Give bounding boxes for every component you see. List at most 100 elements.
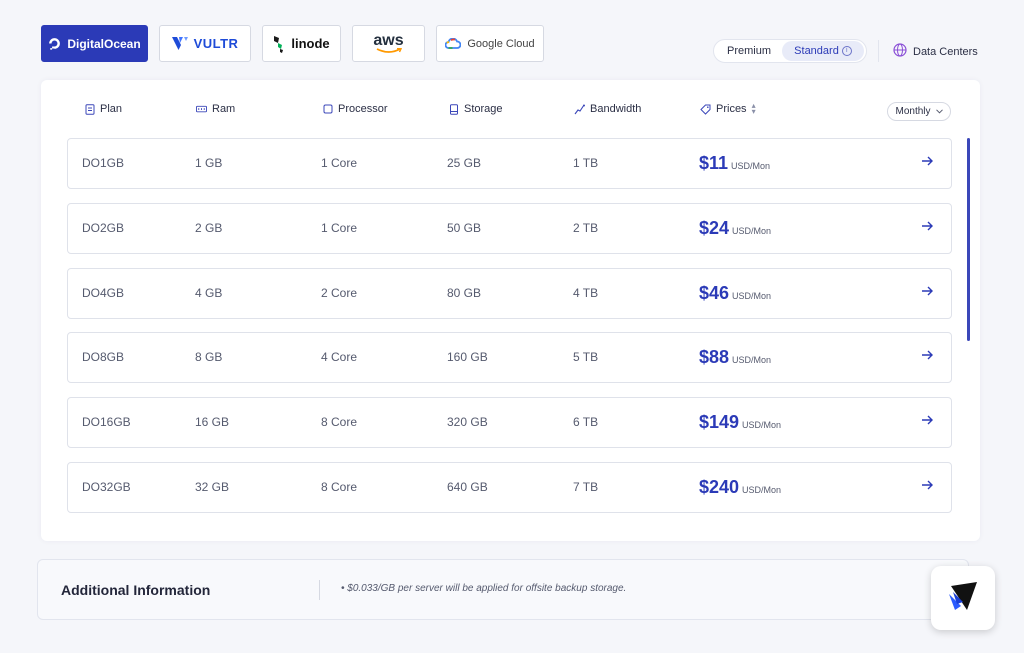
price-unit: USD/Mon: [742, 420, 782, 430]
price-cell: $149 USD/Mon: [699, 412, 781, 433]
provider-tab-linode[interactable]: linode: [262, 25, 341, 62]
app-logo-icon: [943, 576, 983, 621]
aws-logo-icon: aws: [373, 31, 404, 54]
storage-cell: 80 GB: [447, 286, 482, 300]
provider-tab-digitalocean[interactable]: DigitalOcean: [41, 25, 148, 62]
plan-cell: DO8GB: [82, 350, 125, 364]
scrollbar-thumb[interactable]: [967, 138, 970, 341]
ram-cell: 16 GB: [195, 415, 230, 429]
divider: [878, 40, 879, 62]
google-cloud-logo-icon: [445, 38, 462, 49]
price-unit: USD/Mon: [742, 485, 782, 495]
processor-cell: 1 Core: [321, 156, 358, 170]
divider: [319, 580, 320, 600]
arrow-right-icon[interactable]: [920, 219, 934, 233]
plan-cell: DO1GB: [82, 156, 125, 170]
storage-cell: 25 GB: [447, 156, 482, 170]
arrow-right-icon[interactable]: [920, 154, 934, 168]
processor-cell: 8 Core: [321, 415, 358, 429]
additional-info-title: Additional Information: [61, 582, 211, 598]
tier-label: Standard: [794, 45, 839, 57]
info-icon[interactable]: i: [841, 46, 852, 56]
sort-icon[interactable]: ▴ ▾: [751, 101, 756, 116]
column-header-ram: Ram: [196, 103, 235, 115]
table-row[interactable]: DO4GB 4 GB 2 Core 80 GB 4 TB $46 USD/Mon: [67, 268, 952, 319]
globe-icon: [893, 43, 907, 60]
column-header-bandwidth: Bandwidth: [574, 103, 641, 115]
price-unit: USD/Mon: [732, 291, 772, 301]
pricing-table-card: Plan Ram Processor Storage Bandwidth Pri…: [41, 80, 980, 541]
table-row[interactable]: DO32GB 32 GB 8 Core 640 GB 7 TB $240 USD/…: [67, 462, 952, 513]
bandwidth-cell: 5 TB: [573, 350, 599, 364]
plan-cell: DO16GB: [82, 415, 131, 429]
app-launcher-button[interactable]: [931, 566, 995, 630]
column-header-prices[interactable]: Prices ▴ ▾: [700, 101, 756, 116]
ram-cell: 4 GB: [195, 286, 223, 300]
arrow-right-icon[interactable]: [920, 413, 934, 427]
provider-label: DigitalOcean: [67, 36, 141, 51]
note-text: $0.033/GB per server will be applied for…: [347, 583, 627, 594]
tag-icon: [700, 104, 711, 115]
bandwidth-cell: 7 TB: [573, 480, 599, 494]
chevron-down-icon: [935, 106, 943, 117]
column-header-storage: Storage: [448, 103, 503, 115]
column-header-plan: Plan: [84, 103, 122, 115]
column-label: Prices: [716, 103, 747, 115]
price-amount: $88: [699, 347, 730, 367]
table-row[interactable]: DO8GB 8 GB 4 Core 160 GB 5 TB $88 USD/Mon: [67, 332, 952, 383]
processor-cell: 1 Core: [321, 221, 358, 235]
table-row[interactable]: DO16GB 16 GB 8 Core 320 GB 6 TB $149 USD/…: [67, 397, 952, 448]
price-cell: $88 USD/Mon: [699, 347, 771, 368]
plan-cell: DO4GB: [82, 286, 125, 300]
price-unit: USD/Mon: [732, 226, 772, 236]
column-label: Bandwidth: [590, 103, 642, 115]
period-select[interactable]: Monthly: [887, 102, 951, 121]
column-label: Storage: [464, 103, 503, 115]
ram-cell: 2 GB: [195, 221, 223, 235]
price-amount: $46: [699, 283, 730, 303]
plan-cell: DO2GB: [82, 221, 125, 235]
ram-cell: 8 GB: [195, 350, 223, 364]
bandwidth-cell: 1 TB: [573, 156, 599, 170]
processor-icon: [322, 104, 333, 115]
arrow-right-icon[interactable]: [920, 348, 934, 362]
column-label: Processor: [338, 103, 388, 115]
provider-label: linode: [291, 36, 330, 51]
price-amount: $24: [699, 218, 730, 238]
provider-tab-google-cloud[interactable]: Google Cloud: [436, 25, 544, 62]
plan-cell: DO32GB: [82, 480, 131, 494]
additional-info-panel: Additional Information • $0.033/GB per s…: [37, 559, 969, 620]
provider-tab-vultr[interactable]: VULTR: [159, 25, 251, 62]
plan-icon: [84, 103, 95, 115]
table-row[interactable]: DO2GB 2 GB 1 Core 50 GB 2 TB $24 USD/Mon: [67, 203, 952, 254]
table-header: Plan Ram Processor Storage Bandwidth Pri…: [41, 101, 980, 121]
bandwidth-icon: [574, 104, 585, 115]
data-centers-label: Data Centers: [913, 45, 978, 58]
tier-premium-option[interactable]: Premium: [716, 41, 782, 61]
tier-standard-option[interactable]: Standard i: [782, 41, 864, 61]
provider-tabs: DigitalOcean VULTR linode aws Google Clo…: [41, 25, 544, 62]
linode-logo-icon: [273, 35, 285, 53]
vultr-logo-icon: [171, 36, 188, 51]
provider-label: aws: [373, 31, 404, 49]
price-amount: $240: [699, 477, 740, 497]
ram-cell: 32 GB: [195, 480, 230, 494]
arrow-right-icon[interactable]: [920, 284, 934, 298]
price-cell: $240 USD/Mon: [699, 477, 781, 498]
price-amount: $11: [699, 153, 729, 173]
storage-cell: 320 GB: [447, 415, 488, 429]
arrow-right-icon[interactable]: [920, 478, 934, 492]
storage-cell: 160 GB: [447, 350, 488, 364]
price-cell: $11 USD/Mon: [699, 153, 770, 174]
price-amount: $149: [699, 412, 740, 432]
storage-cell: 640 GB: [447, 480, 488, 494]
processor-cell: 2 Core: [321, 286, 358, 300]
ram-cell: 1 GB: [195, 156, 223, 170]
data-centers-link[interactable]: Data Centers: [893, 43, 978, 60]
table-row[interactable]: DO1GB 1 GB 1 Core 25 GB 1 TB $11 USD/Mon: [67, 138, 952, 189]
period-value: Monthly: [895, 106, 931, 117]
storage-cell: 50 GB: [447, 221, 482, 235]
provider-tab-aws[interactable]: aws: [352, 25, 425, 62]
processor-cell: 4 Core: [321, 350, 358, 364]
processor-cell: 8 Core: [321, 480, 358, 494]
